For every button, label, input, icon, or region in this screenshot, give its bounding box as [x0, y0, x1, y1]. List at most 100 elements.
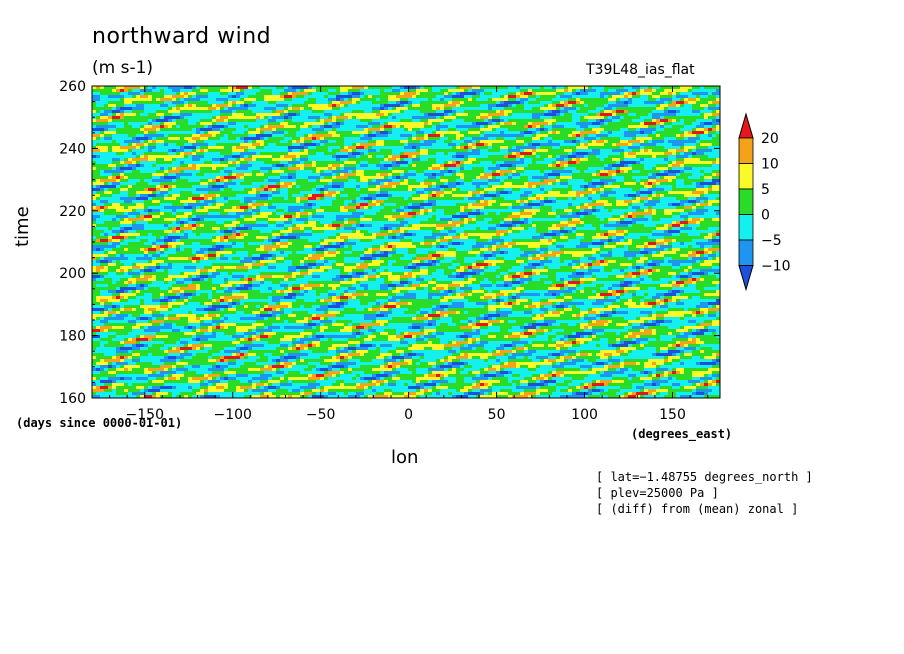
- heatmap-cell: [484, 152, 488, 155]
- heatmap-cell: [420, 176, 424, 179]
- heatmap-cell: [128, 134, 132, 137]
- heatmap-cell: [572, 131, 576, 134]
- heatmap-cell: [248, 119, 252, 122]
- heatmap-cell: [600, 119, 604, 122]
- heatmap-cell: [492, 125, 496, 128]
- heatmap-cell: [256, 104, 260, 107]
- heatmap-cell: [348, 125, 352, 128]
- heatmap-cell: [328, 167, 332, 170]
- heatmap-cell: [684, 173, 688, 176]
- heatmap-cell: [668, 113, 672, 116]
- heatmap-cell: [616, 176, 620, 179]
- heatmap-cell: [576, 149, 580, 152]
- heatmap-cell: [512, 92, 516, 95]
- heatmap-cell: [404, 125, 408, 128]
- heatmap-cell: [664, 149, 668, 152]
- heatmap-cell: [140, 158, 144, 161]
- heatmap-cell: [208, 179, 212, 182]
- heatmap-cell: [232, 179, 236, 182]
- heatmap-cell: [380, 134, 384, 137]
- heatmap-cell: [684, 86, 688, 89]
- heatmap-cell: [292, 143, 296, 146]
- heatmap-cell: [420, 173, 424, 176]
- heatmap-cell: [208, 146, 212, 149]
- heatmap-cell: [148, 176, 152, 179]
- heatmap-cell: [568, 167, 572, 170]
- heatmap-cell: [456, 158, 460, 161]
- heatmap-cell: [612, 110, 616, 113]
- heatmap-cell: [204, 95, 208, 98]
- heatmap-cell: [316, 149, 320, 152]
- heatmap-cell: [504, 107, 508, 110]
- heatmap-cell: [444, 125, 448, 128]
- heatmap-cell: [300, 140, 304, 143]
- heatmap-cell: [480, 146, 484, 149]
- heatmap-cell: [416, 95, 420, 98]
- heatmap-cell: [592, 173, 596, 176]
- heatmap-cell: [340, 164, 344, 167]
- heatmap-cell: [708, 134, 712, 137]
- heatmap-cell: [564, 134, 568, 137]
- heatmap-cell: [200, 89, 204, 92]
- heatmap-cell: [544, 173, 548, 176]
- heatmap-cell: [412, 137, 416, 140]
- heatmap-cell: [532, 137, 536, 140]
- heatmap-cell: [552, 104, 556, 107]
- heatmap-cell: [580, 167, 584, 170]
- heatmap-cell: [476, 107, 480, 110]
- heatmap-cell: [168, 158, 172, 161]
- heatmap-cell: [240, 110, 244, 113]
- heatmap-cell: [344, 176, 348, 179]
- heatmap-cell: [644, 113, 648, 116]
- heatmap-cell: [496, 164, 500, 167]
- heatmap-cell: [192, 92, 196, 95]
- heatmap-cell: [264, 143, 268, 146]
- heatmap-cell: [200, 146, 204, 149]
- heatmap-cell: [284, 113, 288, 116]
- heatmap-cell: [124, 170, 128, 173]
- heatmap-cell: [248, 110, 252, 113]
- heatmap-cell: [264, 119, 268, 122]
- heatmap-cell: [220, 110, 224, 113]
- heatmap-cell: [504, 110, 508, 113]
- heatmap-cell: [608, 113, 612, 116]
- heatmap-cell: [540, 101, 544, 104]
- heatmap-cell: [384, 86, 388, 89]
- heatmap-cell: [440, 179, 444, 182]
- heatmap-cell: [476, 128, 480, 131]
- heatmap-cell: [180, 110, 184, 113]
- heatmap-cell: [164, 92, 168, 95]
- heatmap-cell: [560, 167, 564, 170]
- heatmap-cell: [136, 161, 140, 164]
- heatmap-cell: [596, 179, 600, 182]
- heatmap-cell: [412, 164, 416, 167]
- heatmap-cell: [216, 152, 220, 155]
- heatmap-cell: [272, 131, 276, 134]
- heatmap-cell: [428, 98, 432, 101]
- heatmap-cell: [124, 98, 128, 101]
- heatmap-cell: [580, 119, 584, 122]
- heatmap-cell: [672, 176, 676, 179]
- heatmap-cell: [136, 158, 140, 161]
- heatmap-cell: [632, 95, 636, 98]
- heatmap-cell: [628, 173, 632, 176]
- heatmap-cell: [212, 143, 216, 146]
- heatmap-cell: [392, 164, 396, 167]
- heatmap-cell: [676, 125, 680, 128]
- heatmap-cell: [672, 119, 676, 122]
- heatmap-cell: [204, 179, 208, 182]
- heatmap-cell: [468, 101, 472, 104]
- heatmap-cell: [396, 113, 400, 116]
- heatmap-cell: [156, 110, 160, 113]
- heatmap-cell: [168, 179, 172, 182]
- heatmap-cell: [264, 131, 268, 134]
- heatmap-cell: [328, 164, 332, 167]
- heatmap-cell: [168, 125, 172, 128]
- heatmap-cell: [576, 137, 580, 140]
- heatmap-cell: [608, 119, 612, 122]
- heatmap-cell: [664, 176, 668, 179]
- heatmap-cell: [628, 143, 632, 146]
- heatmap-cell: [212, 131, 216, 134]
- heatmap-cell: [152, 167, 156, 170]
- heatmap-cell: [372, 98, 376, 101]
